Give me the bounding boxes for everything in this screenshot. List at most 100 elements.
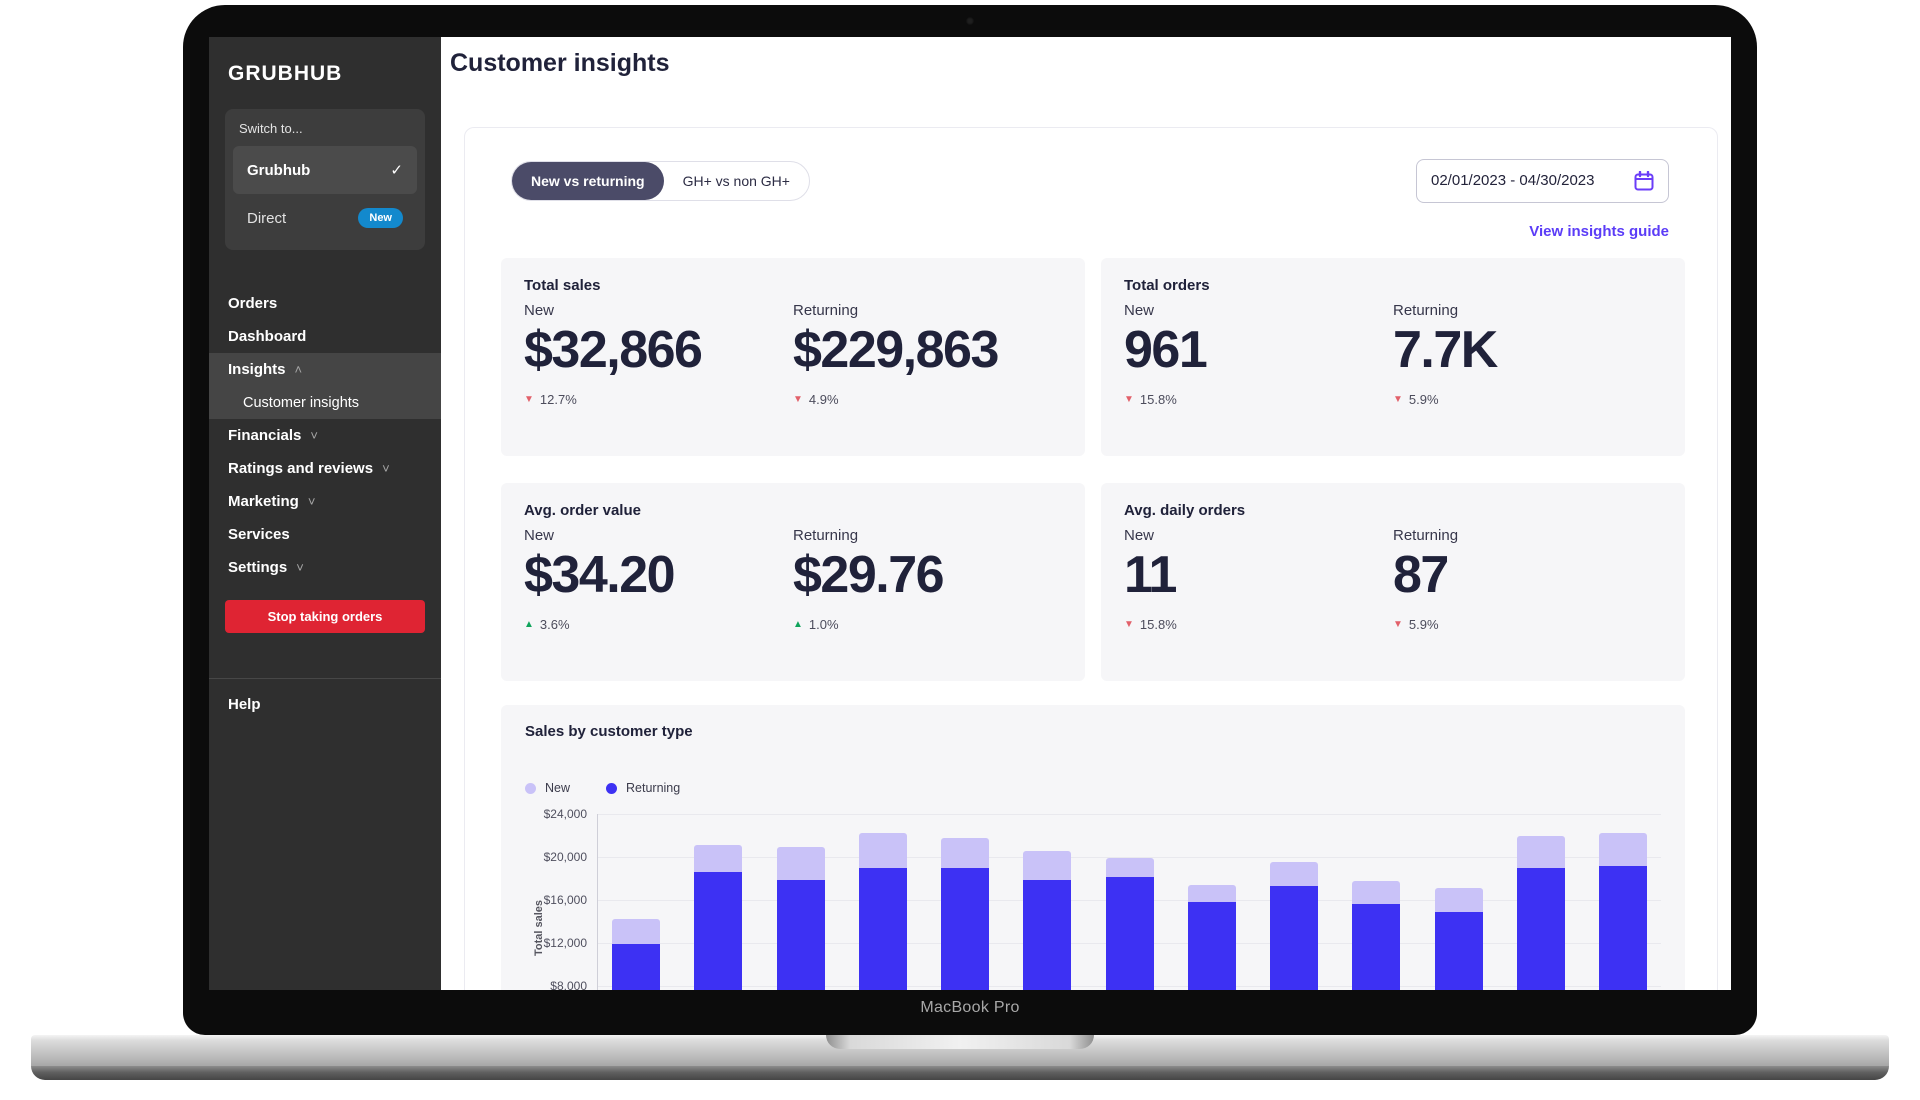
tab-new-vs-returning[interactable]: New vs returning [512, 161, 664, 200]
metric-delta: ▼ 15.8% [1124, 392, 1177, 408]
stacked-bar [1270, 862, 1318, 990]
bar-segment-new [1023, 850, 1072, 880]
chart-legend: New Returning [525, 781, 680, 795]
metric-card-avg-daily-orders: Avg. daily orders New 11 ▼ 15.8% [1101, 483, 1685, 681]
bar-segment-new [941, 837, 989, 868]
laptop-screen: GRUBHUB Switch to... Grubhub ✓ Direct Ne… [209, 37, 1731, 990]
metric-col-label: New [1124, 527, 1155, 544]
bar-segment-returning [1023, 879, 1072, 990]
chart-title: Sales by customer type [525, 723, 693, 740]
switcher-option-label: Direct [247, 209, 287, 227]
metric-value: 87 [1393, 546, 1449, 604]
calendar-icon [1634, 170, 1654, 190]
insights-panel: New vs returning GH+ vs non GH+ 02/01/20… [464, 127, 1718, 990]
metric-value: $34.20 [524, 546, 676, 604]
switcher-option-label: Grubhub [247, 161, 311, 179]
metric-title: Total orders [1124, 277, 1210, 294]
sidebar-item-insights[interactable]: Insights ˄ [209, 353, 441, 386]
bar-segment-new [1270, 862, 1318, 886]
metric-card-total-sales: Total sales New $32,866 ▼ 12.7% [501, 258, 1085, 456]
metric-delta: ▼ 5.9% [1393, 392, 1439, 408]
bar-segment-returning [694, 872, 743, 990]
webcam-dot [966, 17, 974, 25]
view-insights-guide-link[interactable]: View insights guide [1529, 223, 1669, 240]
sidebar-item-help[interactable]: Help [228, 696, 261, 713]
sidebar-item-services[interactable]: Services [228, 526, 290, 543]
metric-delta: ▼ 5.9% [1393, 617, 1439, 633]
sidebar-divider [209, 678, 441, 679]
metric-col-label: Returning [793, 527, 859, 544]
sidebar-nav: Orders Dashboard Insights ˄ Customer ins… [209, 287, 441, 584]
metric-cards-grid: Total sales New $32,866 ▼ 12.7% [501, 258, 1685, 681]
bar-segment-new [612, 919, 660, 944]
metric-value: $229,863 [793, 321, 999, 379]
bar-segment-returning [1352, 904, 1401, 990]
sidebar-item-customer-insights[interactable]: Customer insights [209, 386, 441, 419]
triangle-up-icon: ▲ [793, 619, 803, 631]
new-badge: New [358, 208, 403, 228]
stacked-bar [858, 833, 907, 990]
metric-delta: ▼ 15.8% [1124, 617, 1177, 633]
toolbar: New vs returning GH+ vs non GH+ 02/01/20… [511, 158, 1669, 203]
chevron-down-icon: ˅ [296, 560, 304, 575]
chart-plot: Total sales $24,000 $20,000 $16,000 $12,… [525, 807, 1661, 990]
switcher-option-direct[interactable]: Direct New [233, 194, 417, 242]
metric-value: 11 [1124, 546, 1177, 604]
stacked-bar [776, 847, 825, 990]
metric-col-label: Returning [1393, 302, 1459, 319]
switcher-option-grubhub[interactable]: Grubhub ✓ [233, 146, 417, 194]
bar-segment-new [858, 833, 907, 868]
plot-area [597, 814, 1661, 990]
sales-by-customer-type-chart: Sales by customer type New Returning [501, 705, 1685, 990]
bar-segment-new [1516, 835, 1565, 868]
metric-card-avg-order-value: Avg. order value New $34.20 ▲ 3.6% [501, 483, 1085, 681]
metric-col-label: New [524, 527, 555, 544]
triangle-down-icon: ▼ [524, 394, 534, 406]
legend-item-new: New [525, 781, 570, 795]
bar-segment-returning [1270, 885, 1318, 990]
gridline [598, 857, 1661, 858]
sidebar-item-financials[interactable]: Financials ˅ [228, 427, 318, 444]
sidebar-item-orders[interactable]: Orders [228, 295, 278, 312]
stop-taking-orders-button[interactable]: Stop taking orders [225, 600, 425, 633]
date-range-picker[interactable]: 02/01/2023 - 04/30/2023 [1416, 158, 1669, 203]
laptop-base-notch [826, 1035, 1094, 1049]
metric-col-label: New [1124, 302, 1155, 319]
check-icon: ✓ [390, 162, 403, 179]
chevron-down-icon: ˅ [382, 461, 390, 476]
bar-segment-returning [1187, 902, 1236, 990]
legend-dot-new [525, 782, 536, 794]
bar-segment-returning [1434, 911, 1483, 990]
metric-value: 7.7K [1393, 321, 1498, 379]
stacked-bar [612, 919, 660, 990]
bar-segment-new [1187, 884, 1236, 903]
sidebar-item-dashboard[interactable]: Dashboard [228, 328, 307, 345]
sidebar-item-settings[interactable]: Settings ˅ [228, 559, 304, 576]
laptop-base-edge [31, 1066, 1889, 1080]
bar-segment-returning [941, 867, 989, 990]
metric-delta: ▼ 4.9% [793, 392, 839, 408]
stacked-bar [694, 845, 743, 990]
bar-segment-new [1352, 880, 1401, 905]
stacked-bar [1187, 884, 1236, 990]
sidebar-item-ratings-and-reviews[interactable]: Ratings and reviews ˅ [228, 460, 390, 477]
tab-ghplus-vs-non-gh[interactable]: GH+ vs non GH+ [682, 172, 790, 189]
metric-card-total-orders: Total orders New 961 ▼ 15.8% [1101, 258, 1685, 456]
bar-group [598, 814, 1661, 990]
chevron-down-icon: ˅ [307, 494, 316, 509]
metric-col-label: Returning [1393, 527, 1459, 544]
bar-segment-returning [1516, 867, 1565, 990]
comparison-toggle: New vs returning GH+ vs non GH+ [511, 160, 810, 201]
sidebar-item-marketing[interactable]: Marketing ˅ [228, 493, 316, 510]
bar-segment-new [694, 845, 743, 873]
metric-delta: ▲ 3.6% [524, 617, 570, 633]
bar-segment-returning [858, 867, 907, 990]
triangle-down-icon: ▼ [1124, 619, 1134, 631]
account-switcher: Switch to... Grubhub ✓ Direct New [225, 109, 425, 250]
triangle-down-icon: ▼ [1393, 619, 1403, 631]
legend-dot-returning [606, 782, 618, 794]
bar-segment-new [776, 847, 825, 880]
stacked-bar [941, 837, 989, 990]
metric-col-label: Returning [793, 302, 859, 319]
stacked-bar [1023, 850, 1072, 990]
